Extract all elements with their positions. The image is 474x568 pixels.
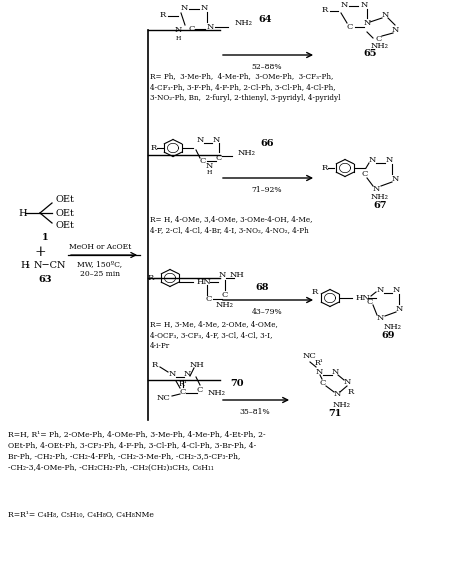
- Text: N: N: [196, 136, 204, 144]
- Text: NH₂: NH₂: [238, 149, 256, 157]
- Text: N: N: [392, 175, 399, 183]
- Text: NH₂: NH₂: [208, 389, 226, 397]
- Text: R: R: [348, 388, 354, 396]
- Text: N: N: [180, 4, 188, 12]
- Text: NH₂: NH₂: [371, 193, 389, 201]
- Text: N: N: [212, 136, 219, 144]
- Text: 71: 71: [328, 410, 342, 419]
- Text: NH₂: NH₂: [384, 323, 402, 331]
- Text: N: N: [368, 156, 376, 164]
- Text: 71–92%: 71–92%: [252, 186, 282, 194]
- Text: C: C: [197, 386, 203, 394]
- Text: 43–79%: 43–79%: [252, 308, 283, 316]
- Text: NC: NC: [303, 352, 317, 360]
- Text: N: N: [376, 314, 383, 322]
- Text: R: R: [148, 274, 154, 282]
- Text: 20–25 min: 20–25 min: [80, 270, 120, 278]
- Text: 2: 2: [26, 265, 30, 269]
- Text: HN: HN: [197, 278, 212, 286]
- Text: N: N: [372, 185, 380, 193]
- Text: N: N: [395, 305, 403, 313]
- Text: +: +: [34, 245, 46, 259]
- Text: N: N: [205, 162, 213, 170]
- Text: R: R: [151, 144, 157, 152]
- Text: N: N: [340, 1, 348, 9]
- Text: C: C: [362, 170, 368, 178]
- Text: R: R: [322, 164, 328, 172]
- Text: OEt: OEt: [56, 195, 75, 204]
- Text: 1: 1: [42, 233, 48, 243]
- Text: R: R: [312, 288, 318, 296]
- Text: C: C: [320, 379, 326, 387]
- Text: H: H: [18, 208, 27, 218]
- Text: R=R¹= C₄H₈, C₅H₁₀, C₄H₈O, C₄H₈NMe: R=R¹= C₄H₈, C₅H₁₀, C₄H₈O, C₄H₈NMe: [8, 510, 154, 518]
- Text: N: N: [333, 390, 341, 398]
- Text: R¹: R¹: [315, 359, 324, 367]
- Text: N: N: [385, 156, 392, 164]
- Text: 65: 65: [363, 49, 377, 59]
- Text: NH₂: NH₂: [371, 42, 389, 50]
- Text: OEt: OEt: [56, 208, 75, 218]
- Text: OEt: OEt: [56, 220, 75, 229]
- Text: C: C: [222, 291, 228, 299]
- Text: 70: 70: [230, 378, 244, 387]
- Text: R¹: R¹: [179, 380, 187, 388]
- Text: N: N: [174, 26, 182, 34]
- Text: R= H, 3-Me, 4-Me, 2-OMe, 4-OMe,
4-OCF₃, 3-CF₃, 4-F, 3-Cl, 4-Cl, 3-I,
4-i-Pr: R= H, 3-Me, 4-Me, 2-OMe, 4-OMe, 4-OCF₃, …: [150, 320, 278, 350]
- Text: C: C: [376, 35, 382, 43]
- Text: 64: 64: [258, 15, 272, 24]
- Text: C: C: [216, 154, 222, 162]
- Text: C: C: [347, 23, 353, 31]
- Text: NC: NC: [156, 394, 170, 402]
- Text: NH: NH: [229, 271, 245, 279]
- Text: 67: 67: [373, 201, 387, 210]
- Text: H: H: [175, 35, 181, 40]
- Text: 52–88%: 52–88%: [252, 63, 282, 71]
- Text: HN: HN: [356, 294, 371, 302]
- Text: N: N: [363, 19, 371, 27]
- Text: C: C: [189, 25, 195, 33]
- Text: MW, 150ºC,: MW, 150ºC,: [77, 260, 123, 268]
- Text: N: N: [376, 286, 383, 294]
- Text: N: N: [392, 286, 400, 294]
- Text: 35–81%: 35–81%: [240, 408, 270, 416]
- Text: NH₂: NH₂: [333, 401, 351, 409]
- Text: R: R: [160, 11, 166, 19]
- Text: N: N: [168, 370, 176, 378]
- Text: N: N: [219, 271, 226, 279]
- Text: N: N: [206, 23, 214, 31]
- Text: 66: 66: [260, 139, 273, 148]
- Text: N−CN: N−CN: [34, 261, 66, 269]
- Text: H: H: [206, 170, 212, 176]
- Text: N: N: [201, 4, 208, 12]
- Text: N: N: [331, 368, 339, 376]
- Text: NH₂: NH₂: [216, 301, 234, 309]
- Text: C: C: [180, 388, 186, 396]
- Text: NH: NH: [190, 361, 204, 369]
- Text: 68: 68: [255, 283, 268, 293]
- Text: C: C: [367, 298, 373, 306]
- Text: N: N: [315, 368, 323, 376]
- Text: R=H, R¹= Ph, 2-OMe-Ph, 4-OMe-Ph, 3-Me-Ph, 4-Me-Ph, 4-Et-Ph, 2-
OEt-Ph, 4-OEt-Ph,: R=H, R¹= Ph, 2-OMe-Ph, 4-OMe-Ph, 3-Me-Ph…: [8, 430, 265, 472]
- Text: H: H: [20, 261, 28, 269]
- Text: 69: 69: [381, 331, 395, 340]
- Text: N: N: [381, 11, 389, 19]
- Text: NH₂: NH₂: [235, 19, 253, 27]
- Text: R: R: [152, 361, 158, 369]
- Text: N: N: [360, 1, 368, 9]
- Text: N: N: [183, 370, 191, 378]
- Text: C: C: [206, 295, 212, 303]
- Text: R= Ph,  3-Me-Ph,  4-Me-Ph,  3-OMe-Ph,  3-CF₃-Ph,
4-CF₃-Ph, 3-F-Ph, 4-F-Ph, 2-Cl-: R= Ph, 3-Me-Ph, 4-Me-Ph, 3-OMe-Ph, 3-CF₃…: [150, 72, 340, 102]
- Text: R= H, 4-OMe, 3,4-OMe, 3-OMe-4-OH, 4-Me,
4-F, 2-Cl, 4-Cl, 4-Br, 4-I, 3-NO₂, 4-NO₂: R= H, 4-OMe, 3,4-OMe, 3-OMe-4-OH, 4-Me, …: [150, 215, 312, 234]
- Text: N: N: [343, 378, 351, 386]
- Text: R: R: [322, 6, 328, 14]
- Text: C: C: [200, 157, 206, 165]
- Text: N: N: [392, 26, 399, 34]
- Text: MeOH or AcOEt: MeOH or AcOEt: [69, 243, 131, 251]
- Text: 63: 63: [38, 275, 52, 285]
